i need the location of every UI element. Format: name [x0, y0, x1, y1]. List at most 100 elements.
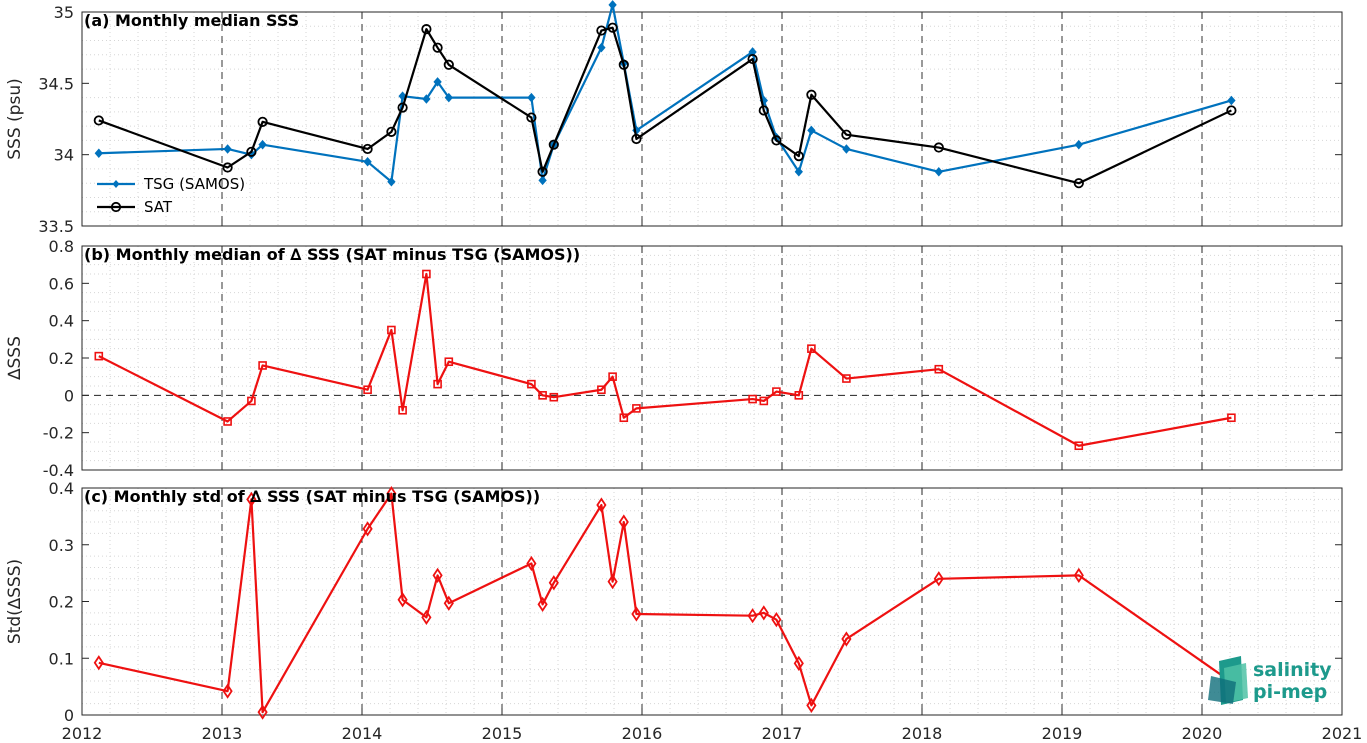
data-point-series-c: [537, 596, 548, 612]
data-point-series-b: [223, 417, 232, 426]
data-point-series-b: [597, 385, 606, 395]
x-tick-label: 2015: [482, 724, 523, 743]
data-point-sat: [747, 53, 758, 65]
data-point-series-c: [397, 592, 408, 608]
data-point-series-c: [526, 555, 537, 572]
y-tick-label: 35: [54, 3, 74, 22]
data-point-series-b: [1074, 441, 1084, 451]
panel-c-std-delta-sss: 0 0.1 0.2 0.3 0.4 Std(∆SSS) (c) Monthly std of…: [5, 479, 1343, 725]
y-tick-label: 34.5: [38, 74, 74, 93]
data-point-tsg-samos-: [363, 157, 372, 167]
legend-label-sat: SAT: [144, 198, 173, 216]
data-point-series-c: [793, 655, 804, 671]
data-point-tsg-samos-: [807, 125, 816, 136]
y-axis-label: ∆SSS: [5, 336, 25, 381]
data-point-series-b: [538, 391, 547, 400]
data-point-tsg-samos-: [608, 0, 617, 10]
data-point-sat: [222, 162, 233, 173]
data-point-series-b: [619, 413, 629, 423]
data-point-tsg-samos-: [597, 42, 606, 53]
salinity-pi-mep-logo: salinity pi-mep: [1208, 656, 1332, 705]
y-tick-label: 0: [64, 386, 74, 405]
data-point-sat: [758, 105, 769, 116]
data-point-series-c: [93, 655, 104, 671]
data-point-series-b: [247, 396, 256, 406]
data-point-sat: [596, 25, 607, 36]
data-point-series-c: [548, 575, 559, 591]
data-point-tsg-samos-: [1227, 95, 1236, 106]
y-tick-label: 0.2: [49, 593, 74, 612]
data-point-sat: [806, 89, 817, 100]
x-tick-label: 2018: [902, 724, 943, 743]
data-point-series-c: [362, 521, 373, 537]
data-point-sat: [537, 166, 548, 177]
x-tick-label: 2012: [62, 724, 103, 743]
legend-marker-tsg: [112, 180, 120, 188]
data-point-series-b: [444, 357, 454, 367]
data-point-tsg-samos-: [258, 139, 267, 150]
data-point-series-c: [432, 567, 443, 584]
series-line-tsg-samos-: [98, 3, 1232, 183]
data-point-tsg-samos-: [444, 92, 453, 103]
data-point-sat: [421, 24, 432, 35]
data-point-series-c: [222, 683, 233, 699]
panel-frame: [81, 245, 1343, 471]
data-point-tsg-samos-: [794, 167, 803, 177]
panel-frame: [81, 11, 1343, 227]
y-tick-label: 0.8: [49, 237, 74, 256]
legend-label-tsg: TSG (SAMOS): [143, 175, 245, 193]
data-point-series-c: [933, 571, 944, 587]
y-axis-label: SSS (psu): [5, 78, 25, 159]
data-point-series-b: [748, 394, 757, 404]
y-tick-label: 0: [64, 706, 74, 725]
data-point-sat: [1073, 178, 1084, 189]
data-point-series-b: [433, 379, 442, 389]
data-point-tsg-samos-: [748, 47, 757, 57]
data-point-sat: [362, 143, 373, 155]
y-tick-label: -0.2: [43, 424, 74, 443]
data-point-series-c: [747, 608, 758, 624]
x-tick-label: 2014: [342, 724, 383, 743]
data-point-sat: [841, 129, 852, 140]
data-point-series-c: [421, 609, 432, 626]
data-point-sat: [548, 139, 559, 150]
data-point-tsg-samos-: [94, 148, 103, 158]
data-point-series-b: [1227, 413, 1236, 423]
y-tick-label: 34: [54, 146, 74, 165]
data-point-series-b: [398, 405, 407, 415]
data-point-series-b: [549, 392, 559, 402]
data-point-sat: [397, 102, 408, 113]
y-tick-label: 33.5: [38, 217, 74, 236]
data-point-series-c: [443, 595, 454, 611]
data-point-tsg-samos-: [1074, 139, 1083, 150]
y-tick-label: 0.6: [49, 274, 74, 293]
data-point-sat: [933, 142, 944, 153]
data-point-series-b: [794, 391, 804, 400]
data-point-series-b: [94, 351, 104, 361]
x-tick-label: 2021: [1322, 724, 1363, 743]
data-point-series-b: [807, 344, 816, 353]
y-tick-label: 0.2: [49, 349, 74, 368]
data-point-series-c: [246, 491, 257, 507]
data-point-series-b: [527, 379, 536, 389]
data-point-series-b: [934, 364, 944, 374]
data-point-tsg-samos-: [538, 175, 547, 186]
data-point-series-b: [258, 361, 267, 370]
data-point-sat: [631, 133, 642, 145]
logo-text-salinity: salinity: [1253, 659, 1332, 681]
data-point-sat: [1226, 105, 1237, 116]
data-point-tsg-samos-: [223, 144, 232, 154]
y-tick-label: 0.4: [49, 312, 74, 331]
x-tick-label: 2020: [1182, 724, 1223, 743]
data-point-series-c: [596, 497, 607, 513]
data-point-sat: [607, 22, 618, 33]
x-axis-ticks: 2012 2013 2014 2015 2016 2017 2018 2019 2020 2021: [62, 724, 1363, 743]
x-tick-label: 2013: [202, 724, 243, 743]
panel-title: (c) Monthly std of ∆ SSS (SAT minus TSG …: [84, 487, 540, 506]
data-point-sat: [793, 150, 804, 162]
legend-marker-sat: [110, 201, 122, 213]
panel-a-median-sss: 33.5 34 34.5 35 SSS (psu) (a) Monthly median …: [5, 0, 1343, 236]
data-point-sat: [432, 42, 443, 53]
data-point-series-c: [758, 605, 769, 621]
